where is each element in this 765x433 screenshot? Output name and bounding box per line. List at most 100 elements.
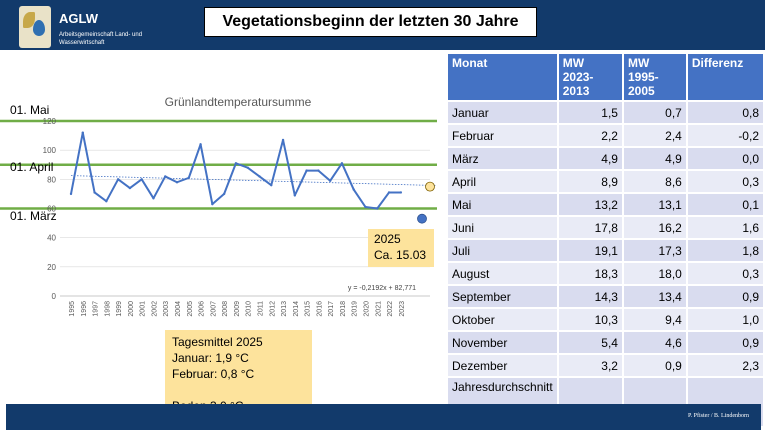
table-cell-month: Mai	[448, 194, 557, 215]
data-point	[305, 169, 308, 172]
x-tick-label: 2013	[281, 301, 288, 317]
x-tick-label: 2020	[364, 301, 371, 317]
label-01-april: 01. April	[10, 160, 54, 174]
table-cell-month: Juli	[448, 240, 557, 261]
x-tick-label: 2016	[316, 301, 323, 317]
table-cell-value: -0,2	[687, 125, 763, 146]
data-point	[328, 179, 332, 182]
table-header-row: Monat MW 2023-2013 MW 1995-2005 Differen…	[448, 54, 763, 100]
data-point	[116, 178, 120, 181]
table-cell-value: 0,1	[687, 194, 763, 215]
data-point	[140, 178, 143, 181]
data-point	[317, 169, 320, 172]
table-cell-value: 9,4	[623, 309, 686, 330]
x-tick-label: 2006	[199, 301, 206, 317]
x-tick-label: 2004	[175, 301, 182, 317]
footer-bar: P. Pfister / B. Lindenborn	[6, 404, 761, 430]
table-cell-value: 1,5	[558, 102, 622, 123]
y-tick-label: 100	[43, 146, 57, 155]
table-row: Juni 17,8 16,2 1,6	[448, 217, 763, 238]
page-title: Vegetationsbeginn der letzten 30 Jahre	[204, 7, 537, 37]
x-tick-label: 2000	[128, 301, 135, 317]
x-tick-label: 2019	[352, 301, 359, 317]
x-tick-label: 1996	[81, 301, 88, 317]
x-tick-label: 2015	[305, 301, 312, 317]
chart: 0 20 40 60 80 100 120 1995 1996 1997 1998 1999 2000…	[0, 95, 437, 317]
table-cell-value: 2,4	[623, 125, 686, 146]
daily-mean-february: Februar: 0,8 °C	[172, 367, 255, 381]
col-header-differenz: Differenz	[687, 54, 763, 100]
table-cell-value: 14,3	[558, 286, 622, 307]
table-cell-value: 1,8	[687, 240, 763, 261]
y-tick-label: 20	[47, 263, 56, 272]
forecast-point	[425, 181, 435, 192]
y-tick-label: 120	[43, 117, 57, 126]
x-tick-label: 2009	[234, 301, 241, 317]
table-cell-value: 0,0	[687, 148, 763, 169]
data-point	[364, 205, 367, 209]
data-point	[376, 207, 379, 210]
table-cell-value: 0,8	[687, 102, 763, 123]
x-tick-label: 1998	[104, 301, 111, 317]
table-cell-value: 10,3	[558, 309, 622, 330]
data-point	[352, 188, 355, 191]
x-tick-label: 2010	[246, 301, 253, 317]
data-point	[164, 175, 167, 178]
x-tick-label: 2003	[163, 301, 170, 317]
table-cell-value: 8,6	[623, 171, 686, 192]
col-header-monat: Monat	[448, 54, 557, 100]
series-line	[70, 131, 401, 210]
forecast-year: 2025	[374, 232, 401, 246]
data-point	[340, 162, 344, 165]
table-cell-month: August	[448, 263, 557, 284]
table-row: Mai 13,2 13,1 0,1	[448, 194, 763, 215]
table-cell-month: November	[448, 332, 557, 353]
data-point	[128, 186, 132, 190]
x-tick-label: 1999	[116, 301, 123, 317]
label-01-mai: 01. Mai	[10, 103, 50, 117]
table-row: Juli 19,1 17,3 1,8	[448, 240, 763, 261]
label-01-maerz: 01. März	[10, 209, 57, 223]
x-tick-label: 2023	[399, 301, 406, 317]
forecast-point	[417, 213, 427, 224]
x-tick-label: 2017	[328, 301, 335, 317]
table-row: Dezember 3,2 0,9 2,3	[448, 355, 763, 376]
x-tick-label: 1997	[93, 301, 100, 317]
x-tick-label: 2022	[387, 301, 394, 317]
data-point	[281, 138, 285, 142]
data-point	[187, 176, 190, 180]
table-row: Oktober 10,3 9,4 1,0	[448, 309, 763, 330]
monthly-temperature-table: Monat MW 2023-2013 MW 1995-2005 Differen…	[446, 52, 765, 428]
daily-mean-title: Tagesmittel 2025	[172, 335, 263, 349]
x-tick-label: 2002	[151, 301, 158, 317]
y-tick-label: 40	[47, 234, 56, 243]
org-short-name: AGLW	[59, 11, 98, 26]
table-cell-value: 4,6	[623, 332, 686, 353]
data-point	[270, 183, 273, 187]
table-cell-value: 1,6	[687, 217, 763, 238]
table-cell-month: Januar	[448, 102, 557, 123]
table-cell-month: Juni	[448, 217, 557, 238]
header-bar: AGLW Arbeitsgemeinschaft Land- und Wasse…	[0, 0, 765, 50]
table-cell-value: 5,4	[558, 332, 622, 353]
table-cell-month: Februar	[448, 125, 557, 146]
table-row: September 14,3 13,4 0,9	[448, 286, 763, 307]
data-point	[105, 200, 108, 203]
trendline-equation: y = -0,2192x + 82,771	[348, 285, 416, 292]
data-point	[211, 202, 214, 206]
y-tick-label: 60	[47, 205, 56, 214]
table-cell-month: April	[448, 171, 557, 192]
data-point	[175, 181, 179, 184]
table-row: Februar 2,2 2,4 -0,2	[448, 125, 763, 146]
x-tick-label: 2014	[293, 301, 300, 317]
table-cell-value: 0,9	[687, 332, 763, 353]
x-tick-label: 1995	[69, 301, 76, 317]
data-point	[199, 143, 202, 146]
table-cell-value: 2,3	[687, 355, 763, 376]
data-point	[152, 197, 155, 200]
y-tick-label: 80	[47, 175, 56, 184]
water-drop-icon	[33, 20, 45, 36]
table-cell-value: 2,2	[558, 125, 622, 146]
table-cell-value: 0,7	[623, 102, 686, 123]
x-tick-label: 2012	[269, 301, 276, 317]
